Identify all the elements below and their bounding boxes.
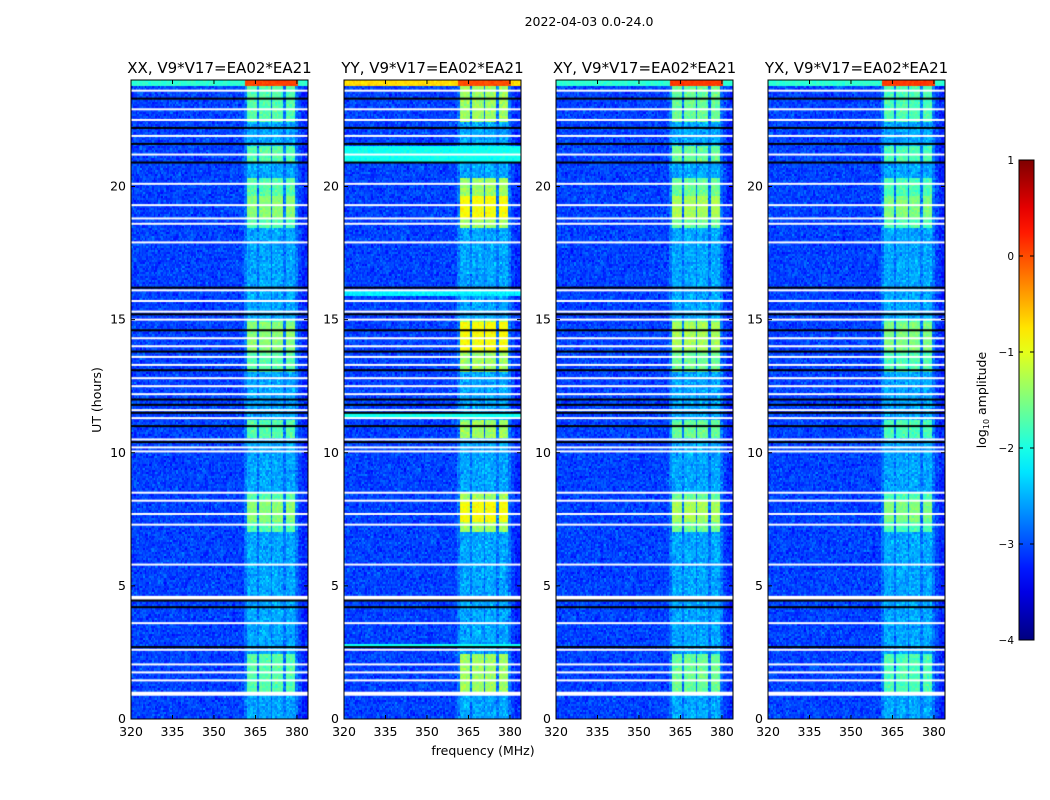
spectrogram-2 bbox=[556, 80, 733, 719]
colorbar-tick-label-3: −2 bbox=[999, 443, 1014, 455]
y-tick-label-3-4: 20 bbox=[747, 179, 763, 194]
x-tick-label-2-3: 365 bbox=[669, 724, 693, 739]
panel-frame-0 bbox=[130, 79, 309, 720]
x-tick-label-3-2: 350 bbox=[839, 724, 863, 739]
colorbar-tick-label-0: 1 bbox=[1007, 155, 1014, 167]
x-tick-label-1-0: 320 bbox=[332, 724, 356, 739]
x-tick-label-0-4: 380 bbox=[285, 724, 309, 739]
panel-frame-2 bbox=[555, 79, 734, 720]
spectrogram-3 bbox=[768, 80, 945, 719]
colorbar-label-main: log bbox=[974, 429, 989, 448]
y-tick-label-2-1: 5 bbox=[543, 578, 551, 593]
y-axis-label: UT (hours) bbox=[89, 367, 104, 433]
x-tick-label-0-0: 320 bbox=[119, 724, 143, 739]
y-tick-label-1-4: 20 bbox=[323, 179, 339, 194]
y-tick-label-3-2: 10 bbox=[747, 445, 763, 460]
panel-frame-3 bbox=[767, 79, 946, 720]
panel-title-2: XY, V9*V17=EA02*EA21 bbox=[553, 59, 736, 77]
y-tick-label-2-0: 0 bbox=[543, 711, 551, 726]
panel-title-1: YY, V9*V17=EA02*EA21 bbox=[340, 59, 523, 77]
y-tick-label-2-3: 15 bbox=[535, 312, 551, 327]
panel-title-3: YX, V9*V17=EA02*EA21 bbox=[764, 59, 948, 77]
x-tick-label-1-1: 335 bbox=[374, 724, 398, 739]
y-tick-label-3-3: 15 bbox=[747, 312, 763, 327]
x-tick-label-3-4: 380 bbox=[922, 724, 946, 739]
y-tick-label-1-3: 15 bbox=[323, 312, 339, 327]
x-tick-label-0-2: 350 bbox=[202, 724, 226, 739]
colorbar-label: log10 amplitude bbox=[974, 351, 991, 448]
y-tick-label-3-0: 0 bbox=[755, 711, 763, 726]
y-tick-label-1-1: 5 bbox=[331, 578, 339, 593]
x-tick-label-2-2: 350 bbox=[627, 724, 651, 739]
y-tick-label-0-4: 20 bbox=[110, 179, 126, 194]
spectrogram-1 bbox=[344, 80, 521, 719]
x-tick-label-2-0: 320 bbox=[544, 724, 568, 739]
y-tick-label-1-0: 0 bbox=[331, 711, 339, 726]
panel-frame-1 bbox=[343, 79, 522, 720]
colorbar-tick-label-2: −1 bbox=[999, 347, 1014, 359]
x-tick-label-1-4: 380 bbox=[498, 724, 522, 739]
x-tick-label-0-3: 365 bbox=[244, 724, 268, 739]
y-tick-label-0-1: 5 bbox=[118, 578, 126, 593]
x-tick-label-1-2: 350 bbox=[415, 724, 439, 739]
x-tick-label-1-3: 365 bbox=[457, 724, 481, 739]
colorbar-label-sub: 10 bbox=[982, 419, 991, 429]
y-tick-label-3-1: 5 bbox=[755, 578, 763, 593]
x-tick-label-3-0: 320 bbox=[756, 724, 780, 739]
colorbar-tick-label-5: −4 bbox=[999, 635, 1015, 647]
y-tick-label-1-2: 10 bbox=[323, 445, 339, 460]
x-tick-label-2-1: 335 bbox=[586, 724, 610, 739]
colorbar bbox=[1018, 159, 1035, 641]
x-axis-label: frequency (MHz) bbox=[431, 743, 534, 758]
colorbar-label-rest: amplitude bbox=[974, 351, 989, 418]
y-tick-label-2-4: 20 bbox=[535, 179, 551, 194]
y-tick-label-2-2: 10 bbox=[535, 445, 551, 460]
x-tick-label-0-1: 335 bbox=[161, 724, 185, 739]
y-tick-label-0-0: 0 bbox=[118, 711, 126, 726]
x-tick-label-3-1: 335 bbox=[798, 724, 822, 739]
colorbar-tick-label-4: −3 bbox=[999, 539, 1014, 551]
panel-title-0: XX, V9*V17=EA02*EA21 bbox=[127, 59, 311, 77]
colorbar-tick-label-1: 0 bbox=[1007, 251, 1014, 263]
spectrogram-0 bbox=[131, 80, 308, 719]
y-tick-label-0-3: 15 bbox=[110, 312, 126, 327]
figure-title: 2022-04-03 0.0-24.0 bbox=[525, 14, 654, 29]
x-tick-label-3-3: 365 bbox=[881, 724, 905, 739]
y-tick-label-0-2: 10 bbox=[110, 445, 126, 460]
x-tick-label-2-4: 380 bbox=[710, 724, 734, 739]
